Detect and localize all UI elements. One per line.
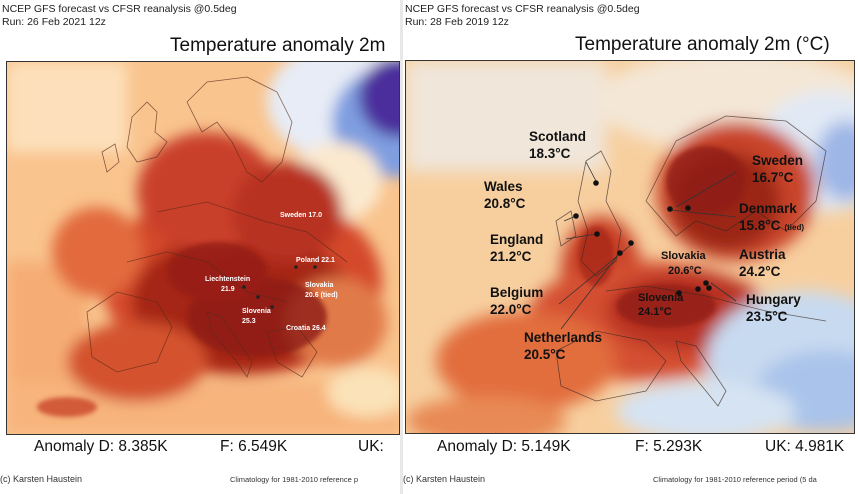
right-map-panel: NCEP GFS forecast vs CFSR reanalysis @0.…	[403, 0, 858, 494]
right-climatology-note: Climatology for 1981-2010 reference peri…	[653, 475, 817, 484]
left-map-svg: Sweden 17.0 Poland 22.1 Liechtenstein 21.…	[7, 62, 399, 434]
right-label-netherlands: Netherlands 20.5°C	[524, 330, 602, 362]
right-label-wales: Wales 20.8°C	[484, 179, 526, 211]
right-header-model: NCEP GFS forecast vs CFSR reanalysis @0.…	[405, 3, 640, 15]
left-label-liechtenstein: Liechtenstein 21.9	[205, 276, 250, 293]
right-leader-lines	[558, 161, 737, 330]
right-map-title: Temperature anomaly 2m (°C)	[575, 34, 830, 55]
right-location-dots	[573, 180, 712, 296]
right-credit: (c) Karsten Haustein	[403, 474, 486, 484]
right-label-slovenia: Slovenia 24.1°C	[638, 292, 684, 318]
left-label-sweden: Sweden 17.0	[280, 212, 322, 219]
left-label-slovenia: Slovenia 25.3	[242, 308, 271, 325]
left-header-model: NCEP GFS forecast vs CFSR reanalysis @0.…	[2, 3, 237, 15]
right-label-hungary: Hungary 23.5°C	[746, 292, 801, 324]
panel-divider	[400, 0, 403, 494]
right-label-england: England 21.2°C	[490, 232, 543, 264]
left-map-title: Temperature anomaly 2m	[170, 35, 386, 56]
left-header-run: Run: 26 Feb 2021 12z	[2, 15, 106, 28]
left-label-croatia: Croatia 26.4	[286, 325, 326, 332]
left-label-slovakia: Slovakia 20.6 (tied)	[305, 282, 338, 299]
left-label-poland: Poland 22.1	[296, 257, 335, 264]
left-climatology-note: Climatology for 1981-2010 reference p	[230, 475, 358, 484]
right-label-austria: Austria 24.2°C	[739, 247, 786, 279]
left-map-panel: NCEP GFS forecast vs CFSR reanalysis @0.…	[0, 0, 400, 494]
right-coastlines	[555, 115, 827, 407]
right-map-svg: Scotland 18.3°C Wales 20.8°C England 21.2°C…	[406, 61, 854, 433]
right-footer-f: F: 5.293K	[635, 438, 703, 455]
left-footer-f: F: 6.549K	[220, 438, 288, 455]
right-footer-anomaly: Anomaly D: 5.149K	[437, 438, 571, 455]
left-run-header: NCEP GFS forecast vs CFSR reanalysis @0.…	[2, 3, 237, 28]
right-label-belgium: Belgium 22.0°C	[490, 285, 543, 317]
right-label-sweden: Sweden 16.7°C	[752, 153, 803, 185]
right-label-denmark: Denmark 15.8°C (tied)	[739, 201, 804, 233]
left-footer-anomaly: Anomaly D: 8.385K	[34, 438, 168, 455]
right-header-run: Run: 28 Feb 2019 12z	[405, 15, 509, 28]
right-label-scotland: Scotland 18.3°C	[529, 129, 586, 161]
left-credit: (c) Karsten Haustein	[0, 474, 83, 484]
right-run-header: NCEP GFS forecast vs CFSR reanalysis @0.…	[405, 3, 640, 28]
left-location-dots	[242, 265, 317, 309]
right-footer-uk: UK: 4.981K	[765, 438, 845, 455]
left-anomaly-map: Sweden 17.0 Poland 22.1 Liechtenstein 21.…	[6, 61, 400, 435]
left-coastlines	[86, 76, 348, 378]
right-label-slovakia: Slovakia 20.6°C	[661, 250, 707, 277]
right-anomaly-map: Scotland 18.3°C Wales 20.8°C England 21.2°C…	[405, 60, 855, 434]
left-footer-uk: UK:	[358, 438, 384, 455]
